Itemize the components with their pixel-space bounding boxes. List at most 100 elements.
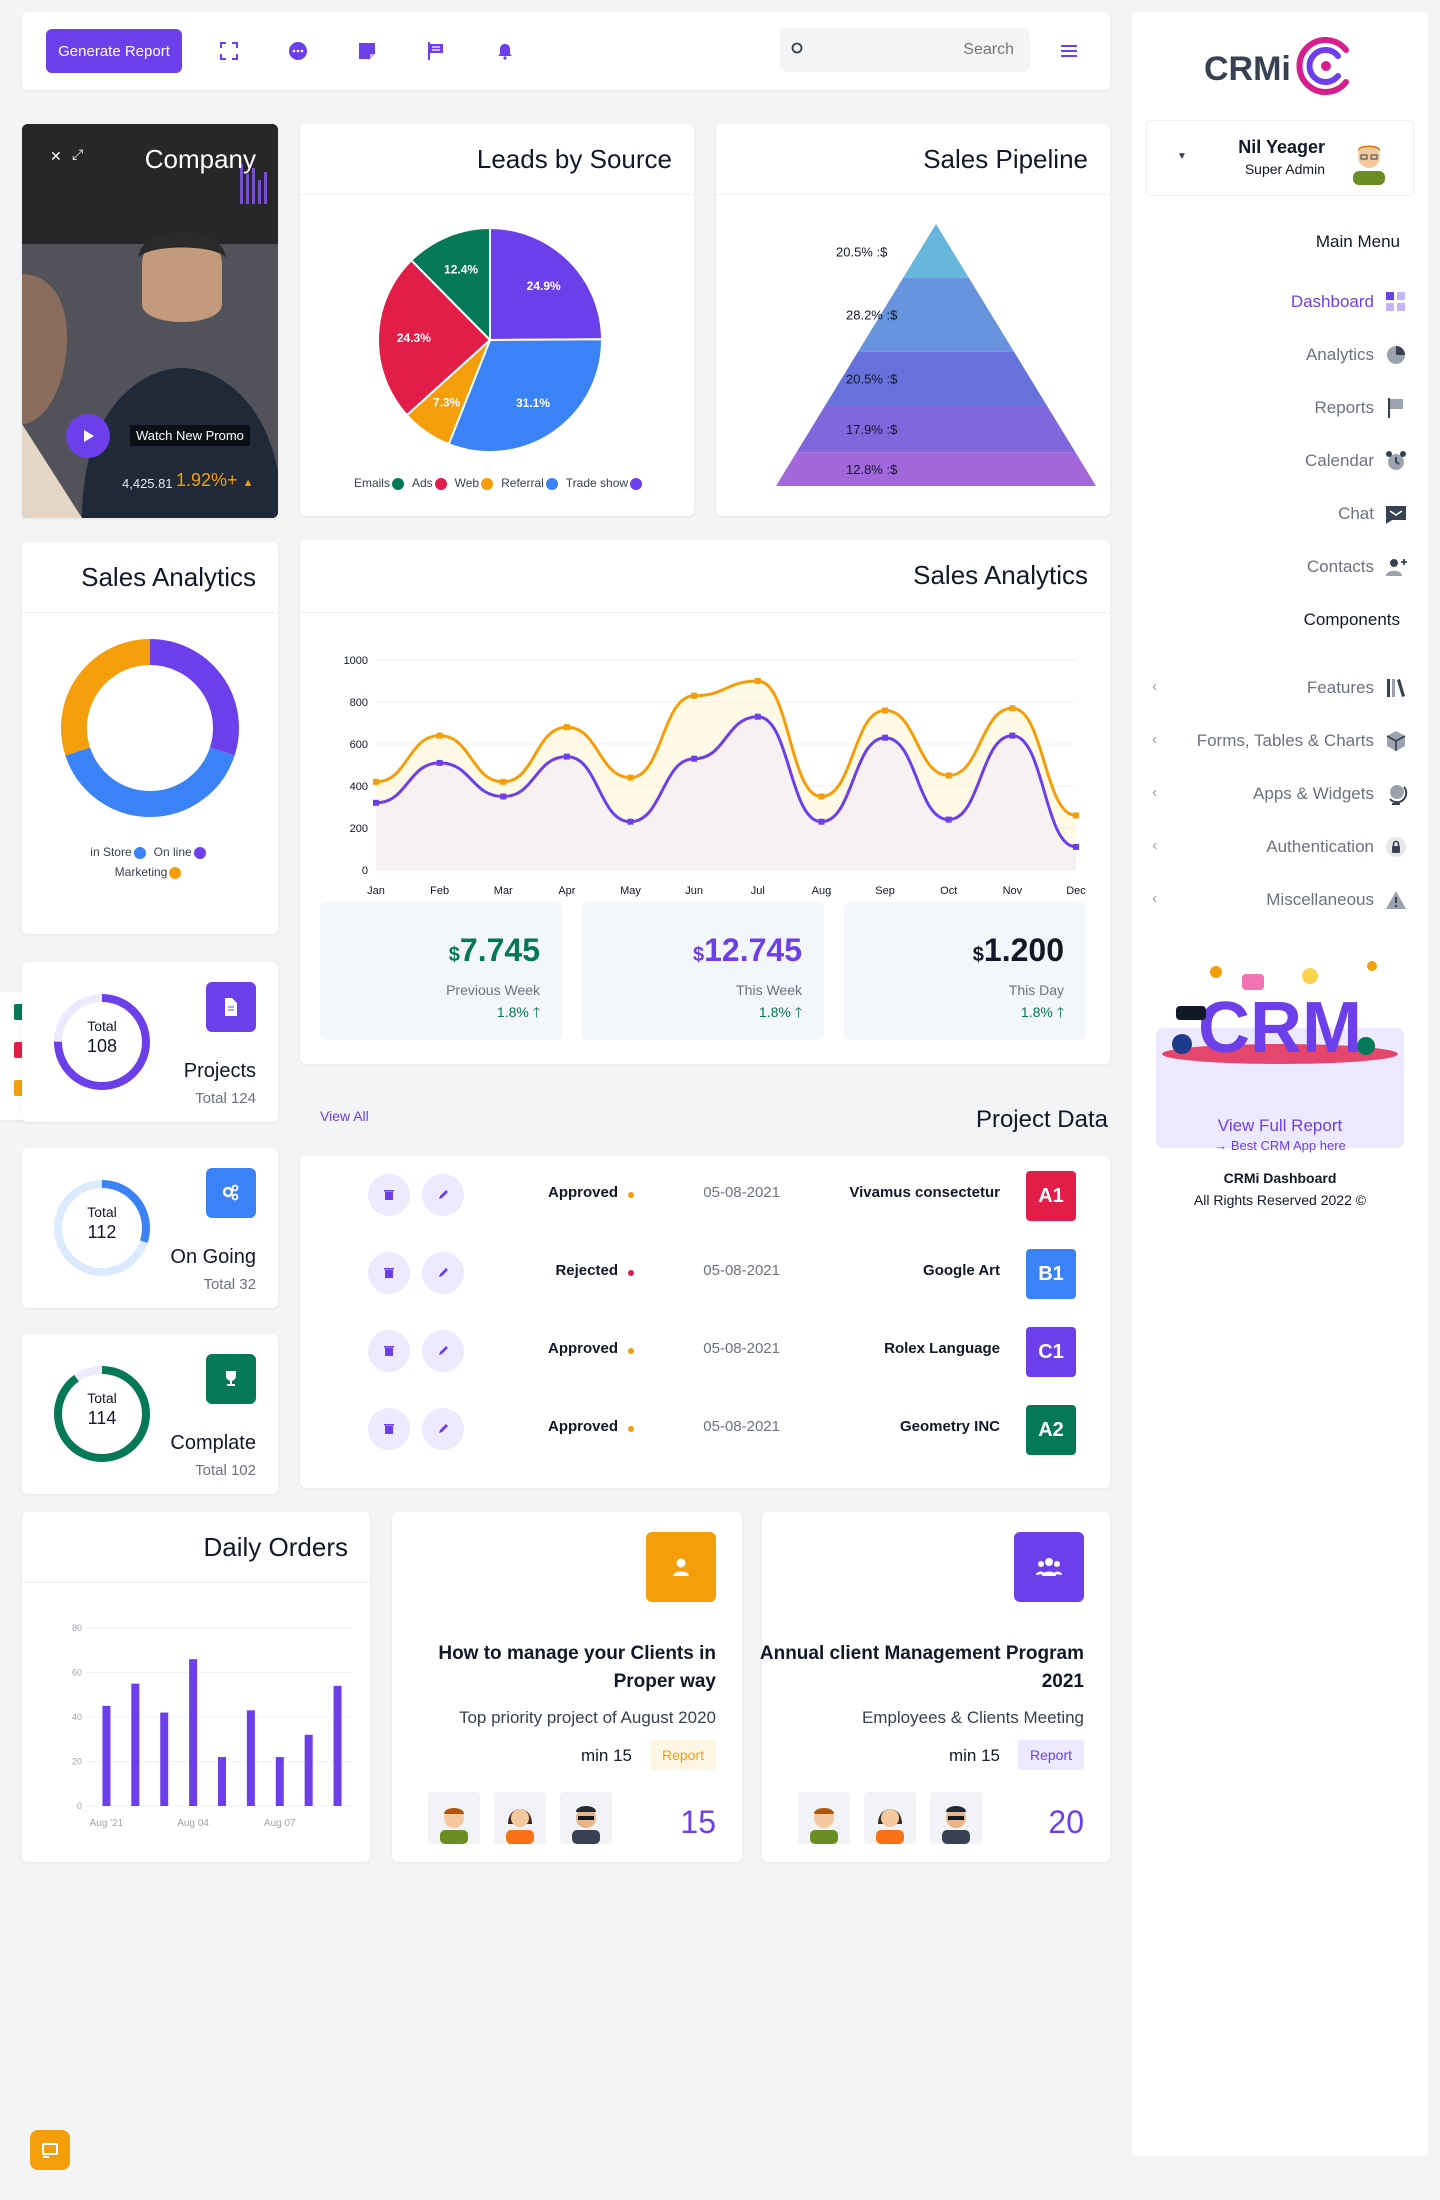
user-profile[interactable]: ▼ Nil Yeager Super Admin (1146, 120, 1414, 196)
stat-card-projects[interactable]: Total 108 Projects Total 124 (22, 962, 278, 1122)
edit-button[interactable] (422, 1252, 464, 1294)
search-input[interactable] (814, 28, 1014, 72)
edit-button[interactable] (422, 1330, 464, 1372)
edit-button[interactable] (422, 1174, 464, 1216)
pipeline-stage[interactable] (825, 351, 1047, 406)
pipeline-stage[interactable] (903, 224, 969, 278)
row-name[interactable]: Geometry INC (899, 1418, 1000, 1435)
order-bar[interactable] (218, 1757, 226, 1806)
chevron-down-icon[interactable]: ▼ (1177, 151, 1187, 162)
order-bar[interactable] (102, 1705, 111, 1806)
flag-icon[interactable] (423, 38, 449, 64)
delete-button[interactable] (368, 1174, 410, 1216)
order-bar[interactable] (304, 1734, 313, 1806)
daily-orders-card: Daily Orders 0 20 40 60 80 Aug '21 Aug 04 Aug 0… (22, 1512, 370, 1862)
pipeline-stage[interactable] (776, 452, 1096, 486)
order-bar[interactable] (131, 1683, 140, 1806)
delete-button[interactable] (368, 1408, 410, 1450)
series-point[interactable] (945, 816, 952, 823)
series-point[interactable] (691, 755, 698, 762)
pie-slice-trade-show[interactable] (489, 226, 604, 342)
row-name[interactable]: Vivamus consectetur (849, 1184, 1000, 1201)
order-bar[interactable] (160, 1712, 169, 1806)
sidebar-item-chat[interactable]: Chat (1152, 494, 1418, 534)
promo-subtitle[interactable]: → Best CRM App here (1214, 1138, 1346, 1153)
donut-segment-marketing[interactable] (61, 639, 151, 756)
series-point[interactable] (1009, 705, 1016, 712)
chat-icon[interactable] (285, 38, 311, 64)
watch-promo-label[interactable]: Watch New Promo (130, 425, 250, 446)
series-point[interactable] (500, 793, 507, 800)
fullscreen-icon[interactable]: ⤢ (72, 146, 84, 162)
line-title: Sales Analytics (913, 560, 1088, 590)
legend-item: Ads (411, 476, 433, 490)
series-point[interactable] (1073, 843, 1079, 850)
series-point[interactable] (627, 774, 634, 781)
expand-icon[interactable] (216, 38, 242, 64)
y-tick-label: 0 (77, 1801, 82, 1811)
sidebar-item-reports[interactable]: Reports (1152, 388, 1418, 428)
menu-toggle-icon[interactable] (1058, 40, 1080, 62)
donut-segment-on-line[interactable] (149, 639, 239, 756)
report-badge[interactable]: Report (649, 1740, 716, 1770)
order-bar[interactable] (246, 1710, 255, 1806)
pie-slice-ads[interactable] (377, 258, 492, 417)
series-point[interactable] (945, 772, 952, 779)
order-bar[interactable] (333, 1685, 342, 1806)
pie-slice-emails[interactable] (409, 226, 491, 343)
series-point[interactable] (691, 692, 698, 699)
series-point[interactable] (563, 753, 570, 760)
pie-slice-referral[interactable] (447, 338, 603, 453)
sidebar-item-analytics[interactable]: Analytics (1152, 335, 1418, 375)
delete-button[interactable] (368, 1252, 410, 1294)
series-point[interactable] (882, 707, 889, 714)
sidebar-item-features[interactable]: ‹ Features (1152, 668, 1418, 708)
series-point[interactable] (373, 799, 379, 806)
dashboard-icon (1386, 292, 1405, 311)
sidebar-item-authentication[interactable]: ‹ Authentication (1152, 827, 1418, 867)
stat-card-on-going[interactable]: Total 112 On Going Total 32 (22, 1148, 278, 1308)
sidebar-item-miscellaneous[interactable]: ‹ Miscellaneous (1152, 880, 1418, 920)
series-point[interactable] (373, 778, 379, 785)
row-name[interactable]: Google Art (923, 1262, 1000, 1279)
pipeline-stage[interactable] (858, 277, 1014, 352)
crmi-logo[interactable]: CRMi (1204, 32, 1364, 104)
delete-button[interactable] (368, 1330, 410, 1372)
bell-icon[interactable] (492, 38, 518, 64)
menu-item-label: Contacts (1306, 557, 1374, 576)
series-point[interactable] (563, 724, 570, 731)
series-point[interactable] (436, 732, 443, 739)
sidebar-item-calendar[interactable]: Calendar (1152, 441, 1418, 481)
series-point[interactable] (1073, 812, 1079, 819)
floating-settings-button[interactable] (30, 2130, 70, 2170)
promo-title[interactable]: View Full Report (1217, 1116, 1343, 1135)
donut-segment-in-store[interactable] (65, 747, 235, 817)
order-bar[interactable] (275, 1757, 284, 1806)
series-point[interactable] (754, 713, 761, 720)
view-all-link[interactable]: View All (320, 1108, 369, 1124)
row-date: 05-08-2021 (703, 1262, 780, 1279)
series-point[interactable] (500, 778, 507, 785)
play-button[interactable] (66, 414, 110, 458)
series-point[interactable] (1009, 732, 1016, 739)
sidebar-item-apps-widgets[interactable]: ‹ Apps & Widgets (1152, 774, 1418, 814)
series-point[interactable] (436, 759, 443, 766)
sidebar-item-contacts[interactable]: Contacts (1152, 547, 1418, 587)
sidebar-item-dashboard[interactable]: Dashboard (1152, 282, 1418, 322)
order-bar[interactable] (189, 1659, 198, 1806)
close-icon[interactable]: ✕ (50, 148, 62, 164)
series-point[interactable] (818, 793, 825, 800)
series-point[interactable] (627, 818, 634, 825)
stat-card-complate[interactable]: Total 114 Complate Total 102 (22, 1334, 278, 1494)
row-name[interactable]: Rolex Language (884, 1340, 1000, 1357)
full-report-promo[interactable]: View Full Report → Best CRM App here CRM (1156, 952, 1404, 1153)
series-point[interactable] (882, 734, 889, 741)
generate-report-button[interactable]: Generate Report (46, 29, 182, 73)
series-point[interactable] (754, 678, 761, 684)
pipeline-stage[interactable] (796, 405, 1076, 453)
sidebar-item-forms-tables-charts[interactable]: ‹ Forms, Tables & Charts (1152, 721, 1418, 761)
report-badge[interactable]: Report (1017, 1740, 1084, 1770)
series-point[interactable] (818, 818, 825, 825)
sticky-note-icon[interactable] (354, 38, 380, 64)
edit-button[interactable] (422, 1408, 464, 1450)
